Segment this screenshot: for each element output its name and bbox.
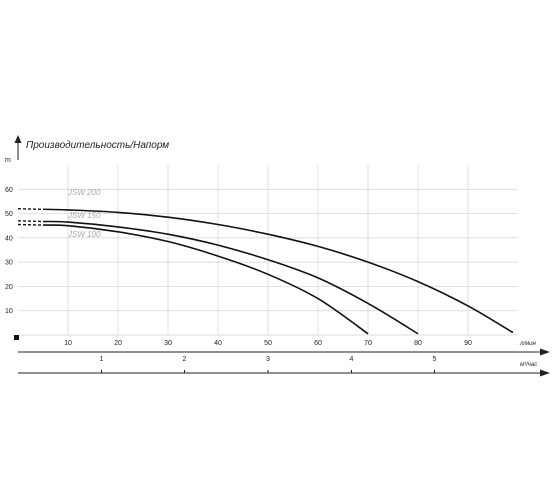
y-axis-arrow-icon xyxy=(14,135,22,143)
series-jsw-200-line xyxy=(42,208,514,334)
grid-layer xyxy=(18,165,518,336)
x-tick-label: 30 xyxy=(164,340,172,347)
series-label-jsw-200: JSW 200 xyxy=(67,188,101,197)
chart-title: Производительность/Напорм xyxy=(26,140,169,151)
x-axis-unit: л/мин xyxy=(519,341,537,347)
series-jsw-200-dashed xyxy=(17,208,44,211)
x-axis-arrow-icon xyxy=(540,348,550,356)
x2-axis-unit: м³/час xyxy=(520,362,537,368)
series-layer xyxy=(17,208,514,335)
x-tick-label: 40 xyxy=(214,340,222,347)
x2-tick-labels: 1 2 3 4 5 xyxy=(100,356,437,373)
x2-tick-label: 5 xyxy=(433,356,437,363)
x-tick-label: 60 xyxy=(314,340,322,347)
x-tick-labels: 10 20 30 40 50 60 70 80 90 xyxy=(64,340,472,347)
y-tick-label: 50 xyxy=(5,211,13,218)
x-tick-label: 90 xyxy=(464,340,472,347)
series-label-jsw-150: JSW 150 xyxy=(67,211,101,220)
y-tick-label: 30 xyxy=(5,260,13,267)
x2-tick-label: 1 xyxy=(100,356,104,363)
x2-axis-arrow-icon xyxy=(540,369,550,377)
axis-layer: m Производительность/Напорм л/мин м³/час xyxy=(5,135,550,377)
origin-marker xyxy=(14,335,19,340)
series-jsw-100-line xyxy=(42,224,369,335)
series-jsw-100-dashed xyxy=(17,223,44,226)
y-tick-label: 20 xyxy=(5,284,13,291)
x-tick-label: 70 xyxy=(364,340,372,347)
x-tick-label: 80 xyxy=(414,340,422,347)
x-tick-label: 10 xyxy=(64,340,72,347)
y-tick-label: 10 xyxy=(5,308,13,315)
y-axis-unit: m xyxy=(5,157,11,164)
x-tick-label: 50 xyxy=(264,340,272,347)
series-jsw-150-line xyxy=(42,220,419,335)
y-tick-label: 40 xyxy=(5,235,13,242)
x2-tick-label: 3 xyxy=(266,356,270,363)
x-tick-label: 20 xyxy=(114,340,122,347)
series-label-jsw-100: JSW 100 xyxy=(67,230,101,239)
y-tick-labels: 10 20 30 40 50 60 xyxy=(5,187,13,315)
x2-tick-label: 2 xyxy=(183,356,187,363)
series-jsw-150-dashed xyxy=(17,220,44,223)
y-tick-label: 60 xyxy=(5,187,13,194)
series-labels: JSW 200 JSW 150 JSW 100 xyxy=(67,188,101,239)
x2-tick-label: 4 xyxy=(350,356,354,363)
